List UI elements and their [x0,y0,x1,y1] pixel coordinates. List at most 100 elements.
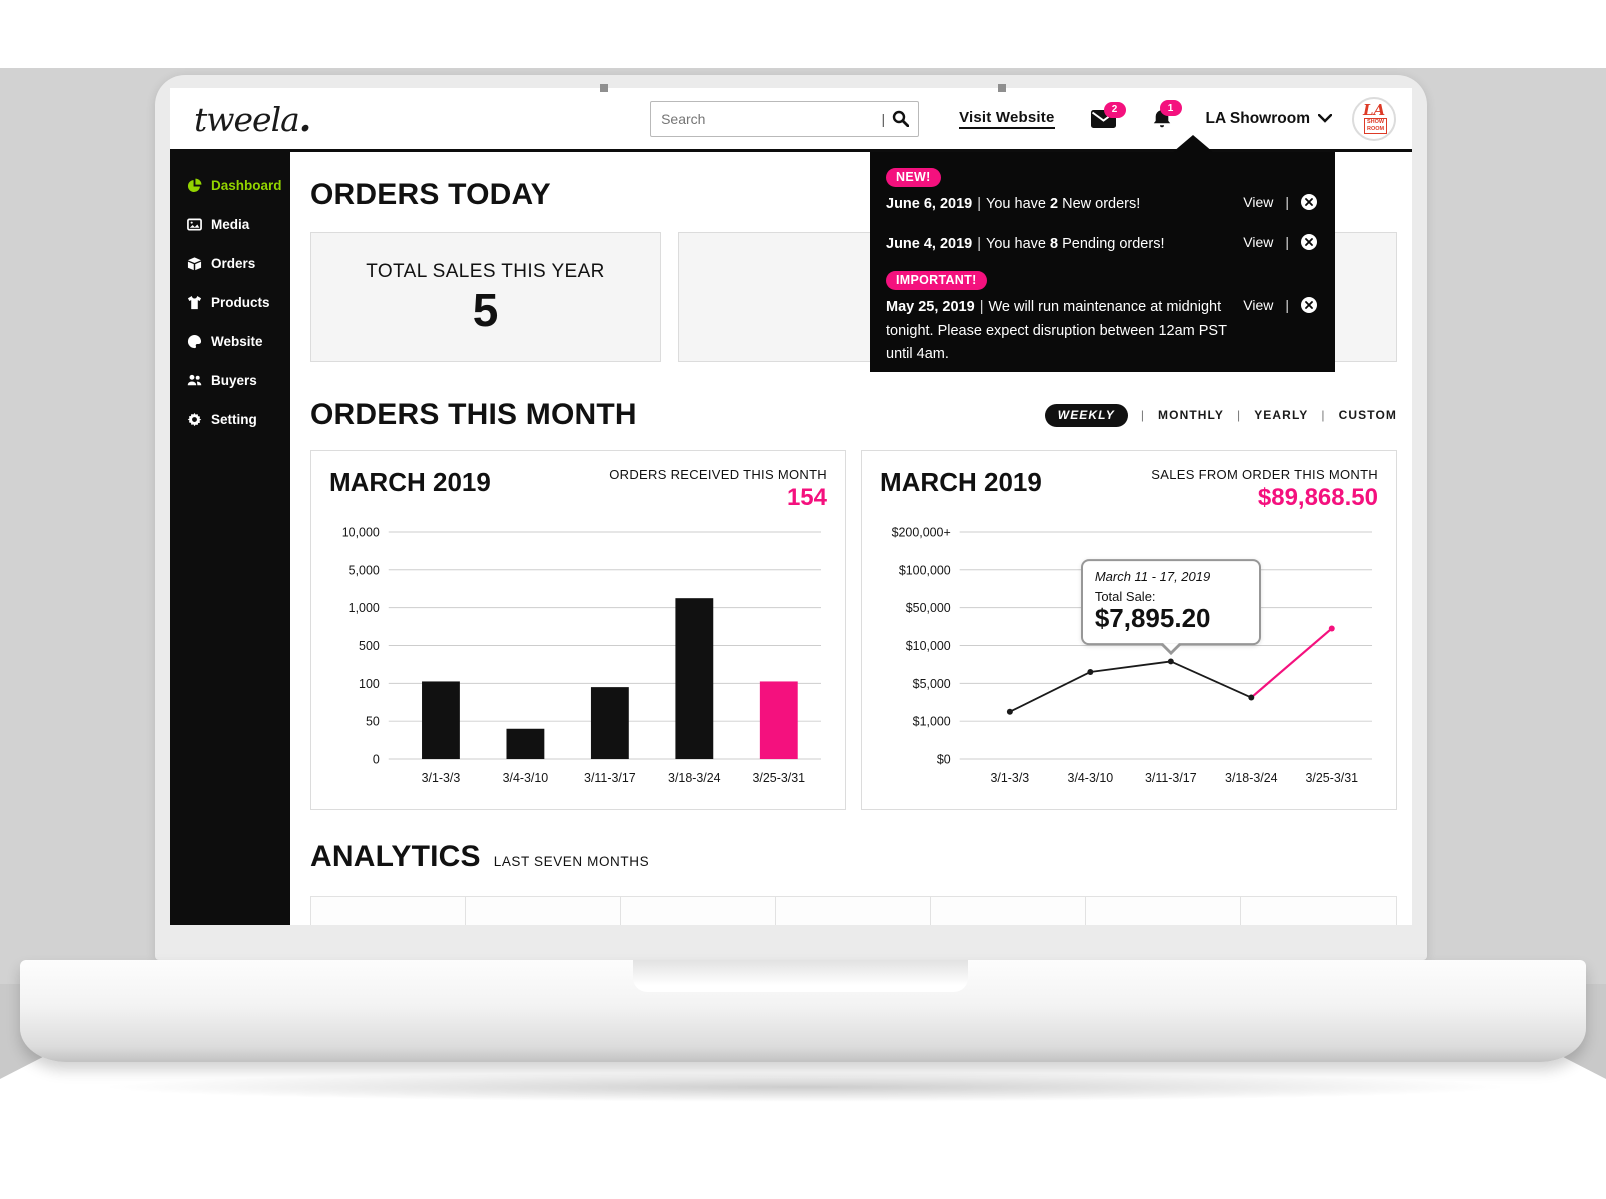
svg-text:1,000: 1,000 [349,601,380,615]
notification-view-link[interactable]: View [1243,194,1274,210]
notification-close-button[interactable] [1301,194,1317,210]
users-icon [187,374,202,386]
sidebar-item-media[interactable]: Media [170,205,290,244]
analytics-title: ANALYTICS [310,840,481,873]
svg-text:$10,000: $10,000 [906,639,951,653]
svg-text:3/4-3/10: 3/4-3/10 [503,771,549,785]
tab-yearly[interactable]: YEARLY [1254,408,1309,422]
tab-weekly[interactable]: WEEKLY [1044,403,1128,427]
total-sales-card: TOTAL SALES THIS YEAR 5 [310,232,661,362]
svg-text:500: 500 [359,639,380,653]
palette-icon [187,334,202,349]
notification-close-button[interactable] [1301,297,1317,314]
analytics-column [621,897,776,925]
image-icon [187,218,202,231]
svg-text:3/11-3/17: 3/11-3/17 [1145,771,1197,785]
analytics-column [311,897,466,925]
close-icon [1305,198,1313,206]
analytics-column [776,897,931,925]
laptop-shadow [95,1072,1515,1102]
bar-chart-svg: 0 50 100 500 1,000 5,000 10,000 3/1-3/3 3/4-3/10… [342,525,822,785]
svg-text:3/18-3/24: 3/18-3/24 [1225,771,1278,785]
notification-close-button[interactable] [1301,234,1317,251]
analytics-table [310,896,1397,925]
notification-date: June 4, 2019 [886,236,973,253]
close-icon [1305,301,1313,310]
orders-today-title: ORDERS TODAY [310,178,551,211]
brand-logo[interactable]: tweela. [194,98,311,140]
bar-chart-metric-value: 154 [786,484,827,511]
page-body: Dashboard Media Orders [170,152,1412,925]
svg-text:0: 0 [373,753,380,767]
svg-text:3/18-3/24: 3/18-3/24 [668,771,721,785]
close-icon [1305,238,1313,247]
sidebar-item-products[interactable]: Products [170,283,290,322]
total-sales-value: 5 [472,284,499,336]
svg-text:$100,000: $100,000 [899,563,951,577]
chart-tooltip: March 11 - 17, 2019 Total Sale: $7,895.2… [1080,559,1261,656]
svg-text:3/11-3/17: 3/11-3/17 [584,771,636,785]
svg-text:3/1-3/3: 3/1-3/3 [991,771,1030,785]
notifications-bell-button[interactable]: 1 [1152,100,1182,129]
svg-text:50: 50 [366,715,380,729]
notification-item: May 25, 2019 | We will run maintenance at … [886,296,1317,366]
orders-this-month-header: ORDERS THIS MONTH WEEKLY | MONTHLY | YEA… [310,398,1397,432]
bar-chart-metric-label: ORDERS RECEIVED THIS MONTH [609,467,827,482]
visit-website-link[interactable]: Visit Website [959,109,1055,129]
chevron-down-icon [1318,114,1332,123]
notification-date: June 6, 2019 [886,196,973,212]
tshirt-icon [187,295,202,310]
period-tabs: WEEKLY | MONTHLY | YEARLY | CUSTOM [1044,403,1397,427]
notification-view-link[interactable]: View [1243,234,1274,251]
notification-badge-new: NEW! [886,168,941,187]
tab-custom[interactable]: CUSTOM [1338,408,1397,422]
sidebar-item-orders[interactable]: Orders [170,244,290,283]
svg-text:3/25-3/31: 3/25-3/31 [1306,771,1359,785]
mail-badge: 2 [1103,101,1126,118]
line-chart-title: MARCH 2019 [880,467,1042,497]
tab-monthly[interactable]: MONTHLY [1158,408,1224,422]
laptop-foot-left [600,84,608,92]
total-sales-label: TOTAL SALES THIS YEAR [366,261,605,282]
tooltip-date-range: March 11 - 17, 2019 [1094,569,1211,585]
avatar-logo-box: SHOW ROOM [1364,117,1388,134]
line-chart-metric-value: $89,868.50 [1257,484,1378,511]
notification-badge-important: IMPORTANT! [886,271,987,291]
notification-item: June 6, 2019 | You have 2 New orders! View… [886,193,1317,216]
notification-view-link[interactable]: View [1243,297,1274,314]
analytics-column [1241,897,1396,925]
bar-chart: 0 50 100 500 1,000 5,000 10,000 3/1-3/3 3/4-3/10… [329,520,827,791]
notifications-panel: NEW! June 6, 2019 | You have 2 New orders!… [870,135,1335,372]
sidebar-item-website[interactable]: Website [170,322,290,361]
avatar-logo-la: LA [1363,100,1386,119]
sidebar-item-buyers[interactable]: Buyers [170,361,290,400]
gear-icon [187,412,202,427]
laptop-screen-bezel: tweela. | Visit Website [155,75,1427,960]
svg-text:$1,000: $1,000 [913,715,951,729]
search-box: | [650,100,920,137]
search-button[interactable] [885,110,918,127]
main-content: ORDERS TODAY TOTAL SALES THIS YEAR 5 ORD… [290,152,1412,925]
sidebar-item-setting[interactable]: Setting [170,400,290,439]
svg-text:10,000: 10,000 [342,525,380,539]
charts-row: MARCH 2019 ORDERS RECEIVED THIS MONTH 15… [310,450,1397,810]
search-icon [892,110,910,127]
search-divider: | [881,110,886,127]
search-input[interactable] [651,110,882,127]
svg-text:3/1-3/3: 3/1-3/3 [422,771,461,785]
mail-button[interactable]: 2 [1090,101,1126,128]
account-dropdown[interactable]: LA Showroom [1206,110,1332,128]
analytics-column [931,897,1086,925]
avatar[interactable]: LA SHOW ROOM [1352,96,1396,141]
bell-badge: 1 [1159,100,1182,116]
svg-text:3/4-3/10: 3/4-3/10 [1068,771,1114,785]
line-chart: $0 $1,000 $5,000 $10,000 $50,000 $100,000 $200… [880,520,1378,791]
tooltip-label: Total Sale: [1094,589,1156,605]
analytics-subtitle: LAST SEVEN MONTHS [493,854,650,869]
sidebar-item-dashboard[interactable]: Dashboard [170,166,290,205]
svg-text:$0: $0 [937,753,951,767]
svg-text:3/25-3/31: 3/25-3/31 [753,771,806,785]
sales-chart-card: MARCH 2019 SALES FROM ORDER THIS MONTH $… [861,450,1397,810]
notification-date: May 25, 2019 [886,299,975,316]
